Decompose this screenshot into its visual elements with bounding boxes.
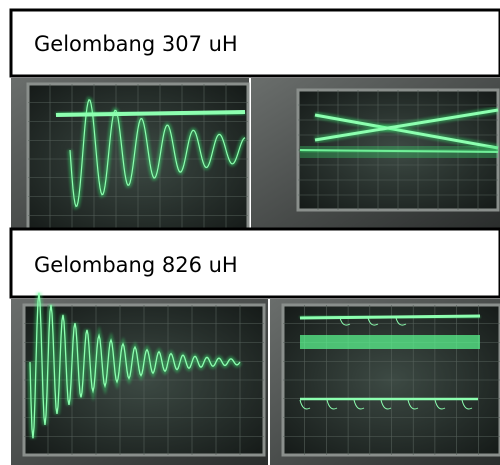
page: Gelombang 307 uH Gelombang 826 uH (() =>… [0,0,500,465]
section-label: Gelombang 307 uH [34,32,238,56]
trace-band [300,146,498,158]
trace [300,316,480,318]
oscilloscope-photo [11,78,249,234]
trace-band [300,335,480,349]
oscilloscope-photo [270,299,500,465]
oscilloscope-photo [11,293,268,465]
document: Gelombang 307 uH Gelombang 826 uH [0,0,500,465]
section-label: Gelombang 826 uH [34,253,238,277]
oscilloscope-photo [251,78,500,228]
